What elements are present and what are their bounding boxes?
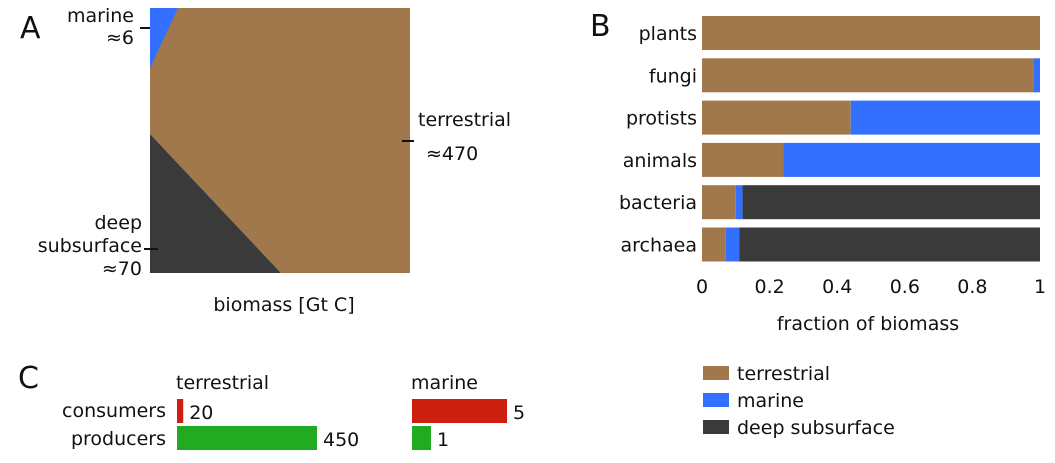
bar-terrestrial-consumers	[177, 399, 184, 423]
bar-animals-marine	[783, 142, 1040, 177]
marine-region-label: marine	[67, 5, 134, 27]
panel-c-group-title-terrestrial: terrestrial	[176, 372, 269, 394]
legend-swatch-terrestrial	[703, 366, 729, 380]
panel-b-category-labels: plants fungi protists animals bacteria archae…	[619, 23, 697, 257]
legend-swatch-marine	[703, 393, 729, 407]
panel-c-letter: C	[18, 361, 39, 396]
x-tick-label: 0	[696, 276, 708, 298]
marine-region	[150, 8, 178, 68]
x-tick-label: 0.6	[890, 276, 920, 298]
panel-b-bars	[702, 16, 1040, 262]
bar-marine-consumers	[412, 399, 507, 423]
legend-label-deep-subsurface: deep subsurface	[737, 417, 895, 439]
terrestrial-region-value: ≈470	[426, 143, 478, 165]
panel-c-category-consumers: consumers	[62, 400, 166, 422]
panel-a-letter: A	[20, 11, 41, 46]
bar-bacteria-marine	[735, 185, 743, 220]
bar-archaea-terrestrial	[702, 227, 726, 262]
bar-fungi-terrestrial	[702, 58, 1034, 93]
bar-fungi-marine	[1033, 58, 1040, 93]
bar-bacteria-terrestrial	[702, 185, 736, 220]
x-tick-label: 1	[1034, 276, 1046, 298]
category-label-animals: animals	[623, 150, 697, 172]
bar-value-terrestrial-consumers: 20	[189, 402, 213, 424]
category-label-plants: plants	[639, 23, 697, 45]
terrestrial-region	[150, 8, 410, 273]
legend-label-terrestrial: terrestrial	[737, 363, 830, 385]
category-label-fungi: fungi	[649, 65, 697, 87]
panel-b-tick-labels: 0 0.2 0.4 0.6 0.8 1	[696, 276, 1046, 298]
deep-subsurface-region-label-line1: deep	[95, 212, 143, 234]
panel-a-regions	[150, 8, 410, 273]
bar-marine-producers	[412, 426, 431, 450]
legend-swatch-deep-subsurface	[703, 420, 729, 434]
terrestrial-region-label: terrestrial	[418, 109, 511, 131]
bar-value-terrestrial-producers: 450	[323, 429, 359, 451]
bar-archaea-marine	[725, 227, 740, 262]
bar-value-marine-consumers: 5	[513, 402, 525, 424]
deep-subsurface-region-label-line2: subsurface	[38, 235, 142, 257]
bar-terrestrial-producers	[177, 426, 317, 450]
panel-a-xlabel: biomass [Gt C]	[213, 294, 354, 316]
marine-region-value: ≈6	[106, 27, 134, 49]
bar-plants-terrestrial	[702, 16, 1040, 50]
panel-a: A marine ≈6 terrestrial ≈470 deep subsur…	[20, 5, 511, 316]
category-label-bacteria: bacteria	[619, 192, 697, 214]
bar-archaea-deep-subsurface	[739, 227, 1040, 262]
legend: terrestrial marine deep subsurface	[703, 363, 895, 439]
panel-c-bars: 20 450 5 1	[177, 399, 525, 451]
panel-c-category-producers: producers	[71, 428, 166, 450]
panel-b-letter: B	[590, 9, 611, 44]
legend-label-marine: marine	[737, 390, 804, 412]
bar-protists-marine	[850, 100, 1040, 135]
x-tick-label: 0.4	[822, 276, 852, 298]
category-label-archaea: archaea	[620, 235, 697, 257]
panel-b: B plants fungi protists animals bacteria arch…	[590, 9, 1046, 439]
panel-c-group-title-marine: marine	[411, 372, 478, 394]
panel-c: C terrestrial marine consumers producers…	[18, 361, 525, 451]
deep-subsurface-region	[150, 134, 281, 273]
panel-b-xlabel: fraction of biomass	[777, 313, 959, 335]
bar-protists-terrestrial	[702, 100, 851, 135]
category-label-protists: protists	[626, 108, 697, 130]
x-tick-label: 0.2	[754, 276, 784, 298]
bar-animals-terrestrial	[702, 142, 784, 177]
deep-subsurface-region-value: ≈70	[102, 258, 142, 280]
bar-bacteria-deep-subsurface	[742, 185, 1040, 220]
x-tick-label: 0.8	[957, 276, 987, 298]
bar-value-marine-producers: 1	[437, 429, 449, 451]
